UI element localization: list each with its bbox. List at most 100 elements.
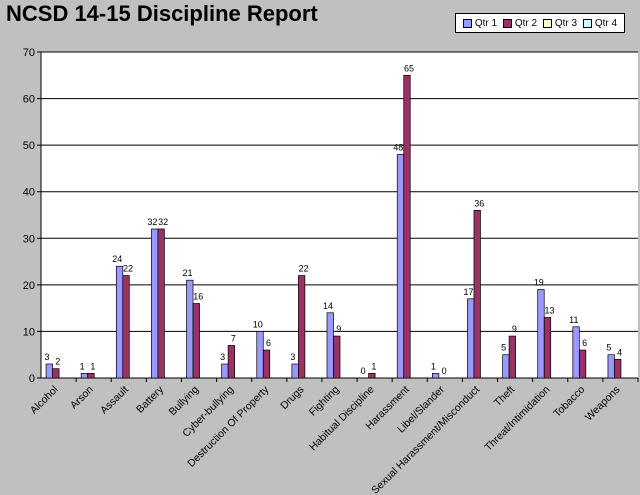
bar-qtr2-2 xyxy=(122,275,130,379)
bar-qtr1-5 xyxy=(221,363,229,379)
data-label-qtr2-13: 9 xyxy=(512,324,517,334)
legend-label-qtr3: Qtr 3 xyxy=(554,17,578,29)
bar-qtr1-8 xyxy=(326,312,334,379)
category-label: Battery xyxy=(134,383,167,416)
data-label-qtr1-15: 11 xyxy=(569,315,578,325)
legend-swatch-qtr2 xyxy=(502,18,512,28)
bar-qtr2-5 xyxy=(227,345,235,379)
data-label-qtr1-10: 48 xyxy=(393,142,403,152)
legend-swatch-qtr3 xyxy=(542,18,552,28)
data-label-qtr2-16: 4 xyxy=(617,347,622,357)
category-label: Threat/Intimidation xyxy=(482,384,552,454)
category-label: Weapons xyxy=(583,384,623,424)
bar-qtr2-14 xyxy=(543,317,552,379)
bar-qtr2-15 xyxy=(578,349,587,379)
legend-label-qtr4: Qtr 4 xyxy=(594,17,618,29)
bar-qtr2-8 xyxy=(333,335,341,379)
y-tick-label: 40 xyxy=(23,187,35,199)
bar-qtr2-7 xyxy=(298,275,306,379)
category-label: Habitual Discipline xyxy=(307,384,377,454)
y-tick-label: 10 xyxy=(23,326,35,338)
y-tick-label: 20 xyxy=(23,280,35,292)
data-label-qtr2-12: 36 xyxy=(474,198,484,208)
bar-qtr1-12 xyxy=(467,298,475,379)
data-label-qtr1-9: 0 xyxy=(361,366,366,376)
bar-qtr1-2 xyxy=(115,265,124,379)
category-label: Arson xyxy=(68,384,96,412)
bar-qtr1-7 xyxy=(291,363,299,379)
legend-label-qtr1: Qtr 1 xyxy=(474,17,498,29)
data-label-qtr1-8: 14 xyxy=(323,301,333,311)
category-label: Drugs xyxy=(278,384,306,412)
data-label-qtr2-10: 65 xyxy=(404,63,414,73)
data-label-qtr1-3: 32 xyxy=(147,217,157,227)
data-label-qtr2-3: 32 xyxy=(158,217,168,227)
data-label-qtr1-1: 1 xyxy=(80,361,85,371)
category-label: Assault xyxy=(98,384,131,417)
bar-qtr1-16 xyxy=(607,354,615,379)
data-label-qtr2-15: 6 xyxy=(582,338,587,348)
bar-qtr2-12 xyxy=(473,209,481,379)
category-label: Alcohol xyxy=(28,384,61,417)
y-tick-label: 50 xyxy=(23,140,35,152)
bar-qtr1-4 xyxy=(186,279,194,379)
bar-qtr2-10 xyxy=(403,74,411,379)
bar-qtr2-13 xyxy=(508,335,516,379)
data-label-qtr2-2: 22 xyxy=(123,264,133,274)
bar-qtr1-11 xyxy=(432,372,440,379)
bar-qtr2-4 xyxy=(192,303,200,379)
legend-item-qtr3: Qtr 3 xyxy=(542,17,578,29)
data-label-qtr2-0: 2 xyxy=(55,357,60,367)
y-tick-label: 60 xyxy=(23,94,35,106)
data-label-qtr2-6: 6 xyxy=(266,338,271,348)
y-tick-label: 30 xyxy=(23,233,35,245)
data-label-qtr2-14: 13 xyxy=(544,305,554,315)
y-tick-label: 70 xyxy=(23,47,35,59)
bar-qtr2-3 xyxy=(157,228,165,379)
bar-qtr1-13 xyxy=(502,354,510,379)
y-tick-label: 0 xyxy=(29,373,35,385)
data-label-qtr1-6: 10 xyxy=(253,319,263,329)
legend-swatch-qtr4 xyxy=(582,18,592,28)
data-label-qtr1-0: 3 xyxy=(45,352,50,362)
data-label-qtr2-4: 16 xyxy=(193,291,203,301)
category-label: Theft xyxy=(492,384,517,409)
bar-qtr2-6 xyxy=(262,349,271,379)
data-label-qtr1-11: 1 xyxy=(431,361,436,371)
data-label-qtr1-5: 3 xyxy=(220,352,225,362)
data-label-qtr2-11: 0 xyxy=(442,366,447,376)
bar-qtr1-15 xyxy=(572,326,580,379)
bar-qtr2-1 xyxy=(87,372,95,379)
category-label: Bullying xyxy=(167,384,202,419)
legend-swatch-qtr1 xyxy=(462,18,472,28)
data-label-qtr1-16: 5 xyxy=(606,343,611,353)
data-label-qtr1-12: 17 xyxy=(463,287,473,297)
category-label: Fighting xyxy=(307,384,342,419)
bar-qtr1-0 xyxy=(45,363,53,379)
legend-item-qtr2: Qtr 2 xyxy=(502,17,538,29)
chart-legend: Qtr 1 Qtr 2 Qtr 3 Qtr 4 xyxy=(455,13,625,33)
data-label-qtr2-8: 9 xyxy=(336,324,341,334)
data-label-qtr2-5: 7 xyxy=(231,333,236,343)
bar-qtr1-14 xyxy=(537,289,545,379)
data-label-qtr1-4: 21 xyxy=(183,268,193,278)
bar-qtr1-3 xyxy=(151,228,159,379)
data-label-qtr1-2: 24 xyxy=(112,254,122,264)
legend-item-qtr4: Qtr 4 xyxy=(582,17,618,29)
bar-qtr2-0 xyxy=(52,368,60,379)
bar-qtr1-1 xyxy=(80,372,89,379)
bar-qtr2-16 xyxy=(614,359,622,379)
data-label-qtr2-1: 1 xyxy=(90,361,95,371)
data-label-qtr1-14: 19 xyxy=(534,278,544,288)
data-label-qtr1-13: 5 xyxy=(501,343,506,353)
bar-qtr1-10 xyxy=(396,154,405,379)
legend-label-qtr2: Qtr 2 xyxy=(514,17,538,29)
data-label-qtr2-7: 22 xyxy=(299,264,309,274)
data-label-qtr2-9: 1 xyxy=(371,361,376,371)
bar-qtr1-6 xyxy=(256,331,264,379)
bar-qtr2-9 xyxy=(368,372,376,379)
data-label-qtr1-7: 3 xyxy=(290,352,295,362)
chart-title: NCSD 14-15 Discipline Report xyxy=(6,1,318,26)
legend-item-qtr1: Qtr 1 xyxy=(462,17,498,29)
